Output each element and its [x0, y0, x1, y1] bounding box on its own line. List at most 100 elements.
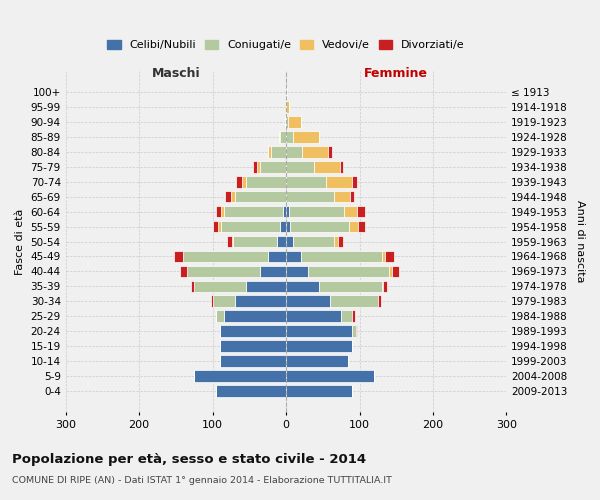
Bar [287, 116, 301, 128]
Bar [293, 131, 319, 142]
Bar [280, 220, 286, 232]
Bar [286, 340, 352, 352]
Bar [286, 220, 290, 232]
Bar [216, 310, 224, 322]
Bar [334, 236, 338, 248]
Bar [221, 206, 224, 218]
Bar [260, 161, 286, 172]
Bar [286, 250, 301, 262]
Bar [286, 146, 302, 158]
Bar [194, 370, 286, 382]
Bar [301, 250, 382, 262]
Bar [378, 296, 381, 307]
Bar [319, 280, 382, 292]
Bar [286, 131, 293, 142]
Bar [286, 86, 287, 98]
Bar [286, 116, 287, 128]
Bar [326, 176, 352, 188]
Bar [216, 385, 286, 397]
Bar [211, 296, 212, 307]
Bar [286, 310, 341, 322]
Bar [283, 206, 286, 218]
Bar [268, 146, 271, 158]
Y-axis label: Anni di nascita: Anni di nascita [575, 200, 585, 283]
Bar [330, 296, 378, 307]
Bar [277, 236, 286, 248]
Bar [352, 176, 356, 188]
Bar [290, 220, 349, 232]
Bar [235, 296, 286, 307]
Bar [286, 161, 314, 172]
Bar [286, 385, 352, 397]
Bar [389, 266, 392, 277]
Bar [382, 250, 385, 262]
Bar [392, 266, 399, 277]
Bar [225, 191, 231, 202]
Bar [224, 206, 283, 218]
Legend: Celibi/Nubili, Coniugati/e, Vedovi/e, Divorziati/e: Celibi/Nubili, Coniugati/e, Vedovi/e, Di… [103, 35, 469, 54]
Bar [233, 236, 277, 248]
Bar [350, 191, 355, 202]
Bar [286, 370, 374, 382]
Bar [334, 191, 350, 202]
Bar [382, 280, 383, 292]
Bar [314, 161, 340, 172]
Bar [215, 206, 221, 218]
Bar [257, 161, 260, 172]
Y-axis label: Fasce di età: Fasce di età [15, 208, 25, 274]
Bar [218, 220, 221, 232]
Bar [191, 280, 194, 292]
Bar [260, 266, 286, 277]
Bar [286, 206, 289, 218]
Bar [232, 236, 233, 248]
Bar [302, 146, 328, 158]
Bar [286, 236, 293, 248]
Bar [338, 236, 343, 248]
Bar [194, 280, 245, 292]
Bar [383, 280, 386, 292]
Bar [236, 176, 242, 188]
Bar [328, 146, 332, 158]
Bar [268, 250, 286, 262]
Bar [286, 356, 349, 367]
Text: Popolazione per età, sesso e stato civile - 2014: Popolazione per età, sesso e stato civil… [12, 452, 366, 466]
Bar [352, 326, 356, 337]
Text: COMUNE DI RIPE (AN) - Dati ISTAT 1° gennaio 2014 - Elaborazione TUTTITALIA.IT: COMUNE DI RIPE (AN) - Dati ISTAT 1° genn… [12, 476, 392, 485]
Bar [220, 356, 286, 367]
Bar [286, 296, 330, 307]
Bar [242, 176, 245, 188]
Bar [224, 310, 286, 322]
Bar [341, 310, 352, 322]
Bar [349, 220, 358, 232]
Bar [286, 176, 326, 188]
Bar [279, 131, 280, 142]
Bar [286, 280, 319, 292]
Bar [356, 326, 358, 337]
Bar [289, 206, 344, 218]
Bar [212, 296, 235, 307]
Bar [245, 176, 286, 188]
Bar [227, 236, 232, 248]
Bar [179, 266, 187, 277]
Bar [358, 206, 365, 218]
Bar [352, 310, 355, 322]
Bar [253, 161, 257, 172]
Text: Femmine: Femmine [364, 67, 428, 80]
Bar [358, 220, 365, 232]
Bar [280, 131, 286, 142]
Bar [235, 191, 286, 202]
Bar [245, 280, 286, 292]
Bar [286, 266, 308, 277]
Bar [183, 250, 268, 262]
Bar [286, 326, 352, 337]
Bar [308, 266, 389, 277]
Bar [385, 250, 394, 262]
Bar [221, 220, 280, 232]
Text: Maschi: Maschi [152, 67, 200, 80]
Bar [220, 326, 286, 337]
Bar [212, 220, 218, 232]
Bar [293, 236, 334, 248]
Bar [284, 116, 286, 128]
Bar [187, 266, 260, 277]
Bar [175, 250, 183, 262]
